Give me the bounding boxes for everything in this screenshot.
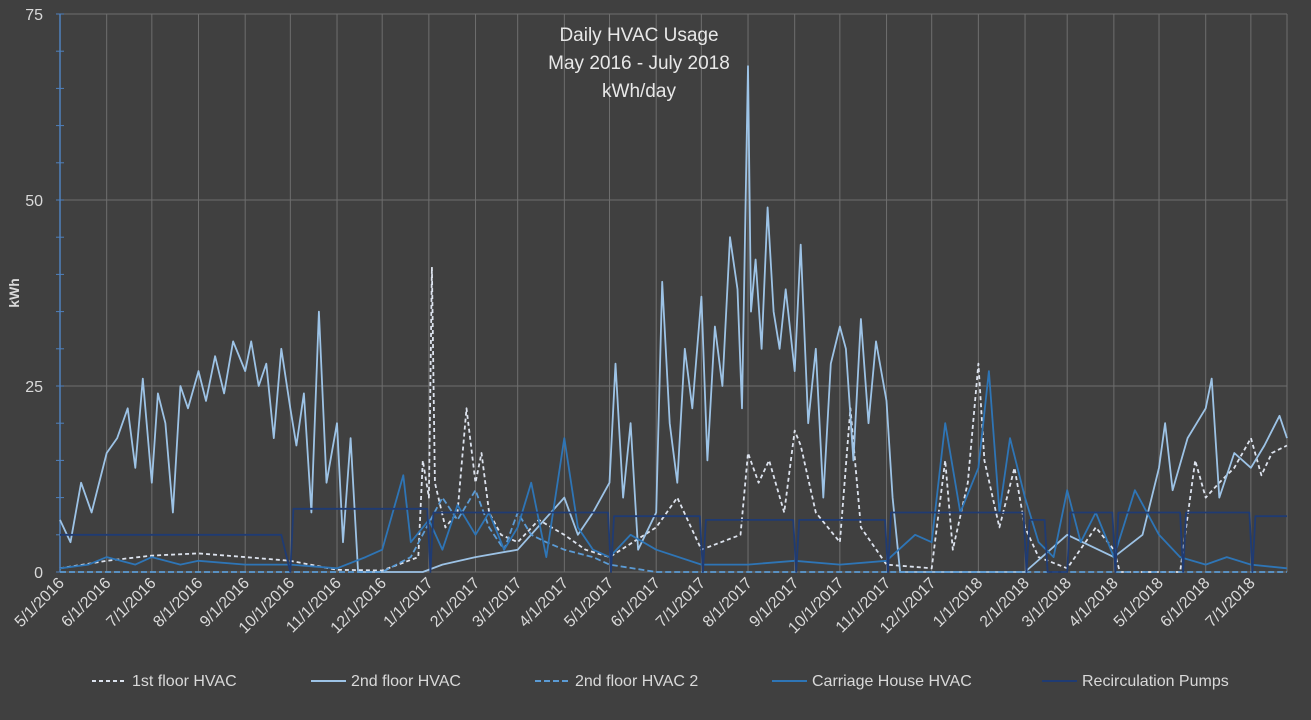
legend-label-2nd-floor-hvac-2: 2nd floor HVAC 2 [575,673,698,690]
chart-title-line-2: May 2016 - July 2018 [548,53,730,74]
series-line-1st-floor-hvac [59,266,1288,573]
y-axis-title: kWh [6,278,22,308]
y-tick-label-75: 75 [25,7,43,24]
series-line-2nd-floor-hvac-2 [60,489,1287,573]
y-tick-labels: 0 25 50 75 [25,7,43,582]
chart-title-line-1: Daily HVAC Usage [559,25,718,46]
series-line-recirculation-pumps [60,507,1287,573]
chart-title-line-3: kWh/day [602,81,676,102]
y-tick-label-50: 50 [25,193,43,210]
legend-label-1st-floor-hvac: 1st floor HVAC [132,673,237,690]
gridlines [59,13,1288,573]
y-tick-label-0: 0 [34,565,43,582]
legend: 1st floor HVAC 2nd floor HVAC 2nd floor … [92,673,1229,690]
legend-label-carriage-house-hvac: Carriage House HVAC [812,673,972,690]
y-tick-label-25: 25 [25,379,43,396]
legend-label-recirculation-pumps: Recirculation Pumps [1082,673,1229,690]
series-lines [59,65,1288,573]
series-line-carriage-house-hvac [59,370,1288,570]
legend-label-2nd-floor-hvac: 2nd floor HVAC [351,673,461,690]
